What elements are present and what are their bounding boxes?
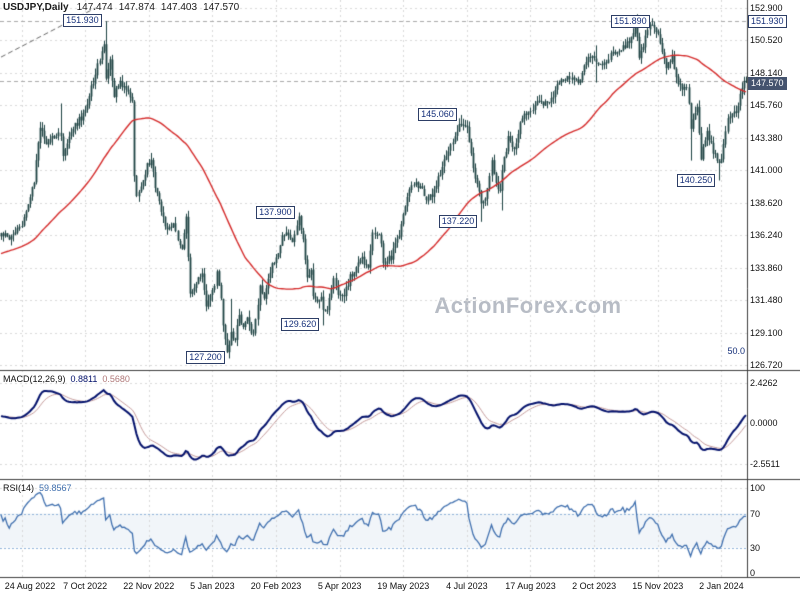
price-callout: 129.620 <box>280 318 320 332</box>
symbol-timeframe: USDJPY,Daily <box>3 2 69 13</box>
date-axis-label: 4 Jul 2023 <box>446 581 488 591</box>
ohlc-close: 147.570 <box>203 2 240 13</box>
price-callout: 140.250 <box>676 173 716 187</box>
price-axis-tick: 126.720 <box>750 360 783 370</box>
date-axis-label: 24 Aug 2022 <box>4 581 56 591</box>
date-axis-label: 5 Apr 2023 <box>317 581 362 591</box>
macd-main-value: 0.8811 <box>70 374 98 384</box>
rsi-value: 59.8567 <box>39 483 72 493</box>
macd-axis-tick: 2.4262 <box>750 378 778 389</box>
fib-level-label: 50.0 <box>727 346 745 357</box>
price-axis-tick: 143.380 <box>750 132 783 143</box>
macd-axis-tick: 0.0000 <box>750 417 778 428</box>
current-price-box: 147.570 <box>748 76 787 90</box>
date-axis-label: 20 Feb 2023 <box>250 581 302 591</box>
rsi-axis-tick: 100 <box>750 483 766 493</box>
marked-price-box: 151.930 <box>748 15 787 29</box>
macd-indicator-label: MACD(12,26,9) 0.8811 0.5680 <box>3 374 135 384</box>
price-axis-tick: 148.140 <box>750 67 783 78</box>
rsi-axis-tick: 70 <box>750 508 761 519</box>
chart-header: USDJPY,Daily 147.474 147.874 147.403 147.570 <box>3 2 245 13</box>
price-callout: 151.930 <box>63 14 102 28</box>
macd-name: MACD(12,26,9) <box>3 374 66 384</box>
rsi-name: RSI(14) <box>3 483 35 493</box>
date-axis-label: 5 Jan 2023 <box>190 581 235 591</box>
price-axis-tick: 136.240 <box>750 230 783 241</box>
price-axis-tick: 138.620 <box>750 197 783 208</box>
price-axis-tick: 145.760 <box>750 100 783 111</box>
price-axis-tick: 129.100 <box>750 327 783 338</box>
rsi-axis-tick: 30 <box>750 542 761 553</box>
ohlc-low: 147.403 <box>160 2 198 13</box>
price-axis-tick: 152.900 <box>750 3 783 13</box>
date-axis-label: 2 Jan 2024 <box>699 581 744 591</box>
date-axis-label: 17 Aug 2023 <box>505 581 556 591</box>
date-axis-label: 22 Nov 2022 <box>123 581 175 591</box>
macd-signal-value: 0.5680 <box>102 374 130 384</box>
date-axis-label: 2 Oct 2023 <box>572 581 617 591</box>
price-axis-tick: 133.860 <box>750 262 783 273</box>
date-axis-label: 15 Nov 2023 <box>632 581 684 591</box>
price-axis-tick: 131.480 <box>750 295 783 306</box>
price-axis-tick: 150.520 <box>750 35 783 46</box>
rsi-axis-tick: 0 <box>750 568 756 578</box>
ohlc-high: 147.874 <box>118 2 155 13</box>
price-callout: 151.890 <box>611 14 650 28</box>
price-callout: 137.220 <box>438 214 478 228</box>
price-axis-tick: 141.000 <box>750 165 783 176</box>
price-callout: 137.900 <box>256 205 295 219</box>
price-callout: 127.200 <box>186 351 225 365</box>
date-axis-label: 19 May 2023 <box>377 581 430 591</box>
date-axis-label: 7 Oct 2022 <box>63 581 108 591</box>
macd-axis-tick: -2.5511 <box>750 458 780 469</box>
rsi-indicator-label: RSI(14) 59.8567 <box>3 483 77 493</box>
ohlc-open: 147.474 <box>76 2 113 13</box>
price-callout: 145.060 <box>418 107 457 121</box>
